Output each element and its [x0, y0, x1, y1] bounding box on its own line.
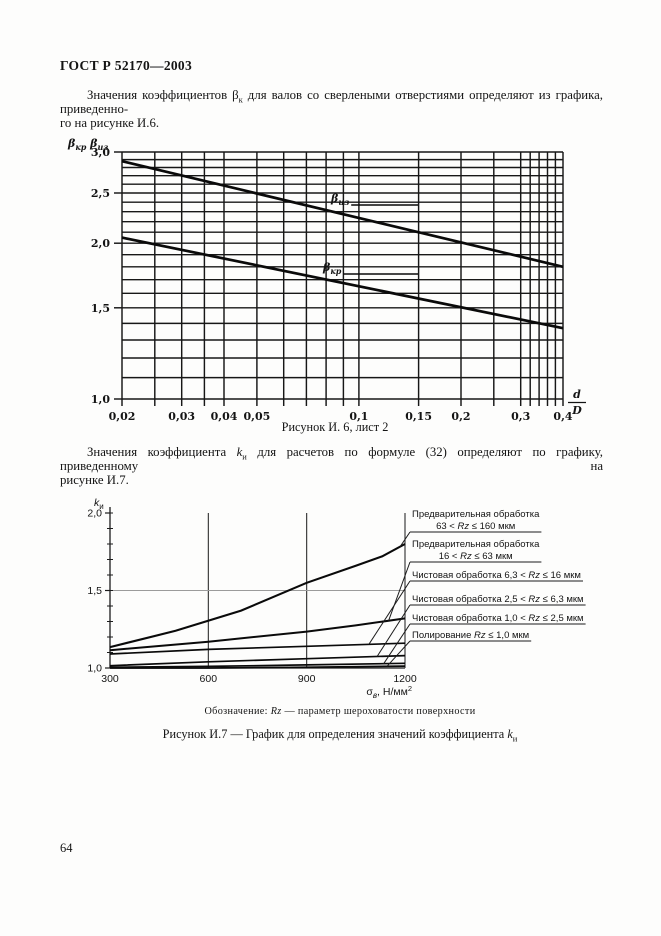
fig6-x-tick-label: 0,05 — [244, 410, 271, 423]
k-subscript: и — [512, 733, 518, 744]
fig7-series-1 — [109, 617, 406, 652]
fig6-y-tick-label: 2,5 — [91, 187, 110, 200]
fig6-x-title-numerator: d — [573, 388, 581, 401]
fig7-x-axis-title: σв, Н/мм2 — [366, 684, 412, 700]
beta-subscript: к — [238, 94, 243, 105]
fig6-x-axis-title: dD — [568, 388, 586, 417]
fig6-series-iz — [121, 159, 564, 269]
rz-symbol: Rz — [270, 706, 282, 717]
paragraph-2-text: для расчетов по формуле (32) определяют … — [60, 445, 603, 473]
paragraph-1-text: для валов со сверлеными отверстиями опре… — [60, 88, 603, 116]
fig7-y-tick-label: 1,0 — [87, 663, 102, 675]
fig6-curve-label-iz: βиз — [330, 192, 349, 207]
paragraph-2-line-2: рисунке И.7. — [60, 472, 129, 487]
fig7-y-axis-title: kи — [94, 497, 104, 511]
fig7-series-5-label: Полирование Rz ≤ 1,0 мкм — [412, 630, 529, 641]
fig7-y-tick-label: 1,5 — [87, 585, 102, 597]
fig7-series-3 — [109, 654, 406, 667]
fig6-x-tick-label: 0,2 — [451, 410, 470, 423]
fig6-y-axis-title: βкр βиз — [67, 137, 108, 152]
fig6-x-tick-label: 0,02 — [109, 410, 136, 423]
fig7-label-leader-5 — [386, 640, 411, 667]
fig7-series-1-label-line-1: Предварительная обработка — [412, 539, 540, 550]
note-prefix: Обозначение: — [204, 706, 271, 717]
fig6-x-tick-label: 0,15 — [405, 410, 432, 423]
fig7-series-0-label-line-2: 63 < Rz ≤ 160 мкм — [436, 521, 515, 532]
paragraph-1-text: Значения коэффициентов β — [87, 88, 239, 102]
fig6-y-tick-label: 1,5 — [91, 302, 110, 315]
figure-i7-note: Обозначение: Rz — параметр шероховатости… — [55, 706, 625, 717]
paragraph-2-line-1: Значения коэффициента kи для расчетов по… — [60, 445, 603, 474]
fig6-x-tick-label: 0,3 — [511, 410, 530, 423]
k-symbol: k — [236, 445, 243, 459]
fig6-grid — [114, 151, 564, 406]
figure-i6-graph: 0,02 0,03 0,04 0,05 0,1 0,15 0,2 0,3 0,4 1,0 1,5 2,… — [67, 137, 586, 423]
fig6-x-title-denominator: D — [571, 404, 582, 417]
fig7-series-4-label: Чистовая обработка 1,0 < Rz ≤ 2,5 мкм — [412, 613, 584, 624]
fig7-label-leader-2 — [368, 580, 411, 645]
fig7-series-2 — [109, 642, 406, 655]
fig6-x-tick-label: 0,03 — [168, 410, 195, 423]
fig7-x-tick-label: 1200 — [393, 673, 417, 685]
figure-i7-graph: 1,0 1,5 2,0 300 600 900 1200 Предварительная об… — [87, 497, 586, 700]
fig7-series-5 — [110, 665, 406, 669]
fig6-x-tick-label: 0,04 — [211, 410, 238, 423]
fig7-label-leader-3 — [376, 604, 411, 657]
paragraph-1-line-2: го на рисунке И.6. — [60, 115, 160, 130]
k-symbol: k — [507, 727, 513, 741]
fig7-label-leader-1 — [388, 561, 411, 621]
fig7-x-tick-label: 300 — [101, 673, 119, 685]
fig7-series-0-label-line-1: Предварительная обработка — [412, 509, 540, 520]
figure-i6-caption: Рисунок И. 6, лист 2 — [281, 420, 389, 434]
fig6-x-tick-label: 0,4 — [553, 410, 572, 423]
fig6-curve-label-kr: βкр — [322, 261, 342, 276]
fig7-series-0 — [109, 543, 406, 649]
paragraph-2: Значения коэффициента kи для расчетов по… — [60, 445, 603, 487]
paragraph-1: Значения коэффициентов βк для валов со с… — [60, 88, 603, 130]
fig6-series-kr — [121, 236, 564, 330]
k-subscript: и — [242, 451, 247, 462]
fig6-y-tick-label: 1,0 — [91, 393, 110, 406]
fig7-y-tick-label: 2,0 — [87, 508, 102, 520]
document-title: ГОСТ Р 52170—2003 — [60, 58, 193, 73]
paragraph-2-text: Значения коэффициента — [87, 445, 237, 459]
caption-text: Рисунок И.7 — График для определения зна… — [162, 727, 508, 741]
note-text: — параметр шероховатости поверхности — [281, 706, 476, 717]
fig6-x-tick-label: 0,1 — [349, 410, 368, 423]
fig7-x-tick-label: 600 — [200, 673, 218, 685]
fig7-series-3-label: Чистовая обработка 2,5 < Rz ≤ 6,3 мкм — [412, 594, 584, 605]
figure-i7-caption: Рисунок И.7 — График для определения зна… — [55, 727, 625, 744]
fig7-series-4 — [109, 662, 406, 669]
fig7-series-2-label: Чистовая обработка 6,3 < Rz ≤ 16 мкм — [412, 570, 581, 581]
page-number: 64 — [60, 841, 73, 855]
fig7-label-leader-4 — [383, 623, 411, 664]
fig7-series-1-label-line-2: 16 < Rz ≤ 63 мкм — [439, 551, 513, 562]
fig6-y-tick-label: 2,0 — [91, 237, 110, 250]
fig7-x-tick-label: 900 — [298, 673, 316, 685]
fig6-y-tick-label: 3,0 — [91, 146, 110, 159]
paragraph-1-line-1: Значения коэффициентов βк для валов со с… — [60, 88, 603, 117]
fig7-label-leader-0 — [399, 531, 411, 547]
